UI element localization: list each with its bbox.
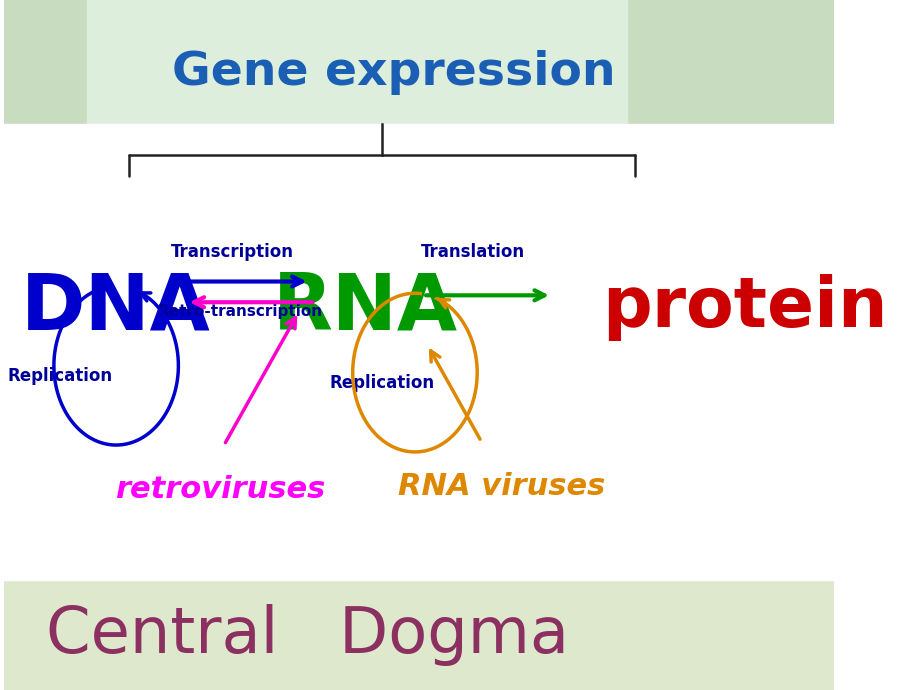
Text: RNA viruses: RNA viruses xyxy=(398,472,605,501)
Text: Transcription: Transcription xyxy=(171,243,293,261)
Bar xyxy=(4,0,834,124)
Bar xyxy=(4,580,834,690)
Text: Central   Dogma: Central Dogma xyxy=(46,604,568,666)
Text: Replication: Replication xyxy=(329,374,434,392)
Text: RNA: RNA xyxy=(272,269,457,345)
Text: protein: protein xyxy=(601,273,886,341)
Text: Retro-transcription: Retro-transcription xyxy=(158,304,323,319)
Text: Gene expression: Gene expression xyxy=(172,50,616,95)
Bar xyxy=(87,0,626,124)
Text: retroviruses: retroviruses xyxy=(115,475,324,504)
Bar xyxy=(4,124,834,580)
Text: Translation: Translation xyxy=(421,243,525,261)
Text: Replication: Replication xyxy=(8,367,113,385)
Text: DNA: DNA xyxy=(21,269,210,345)
